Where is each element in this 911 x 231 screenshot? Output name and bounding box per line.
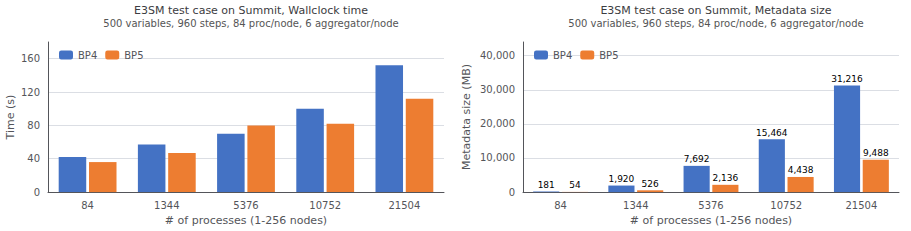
svg-text:10752: 10752	[309, 200, 341, 211]
svg-text:0: 0	[509, 187, 515, 198]
svg-text:120: 120	[21, 87, 40, 98]
svg-text:84: 84	[554, 200, 567, 211]
svg-text:30,000: 30,000	[480, 84, 515, 95]
svg-text:20,000: 20,000	[480, 118, 515, 129]
svg-text:80: 80	[27, 120, 40, 131]
svg-text:2,136: 2,136	[712, 173, 738, 183]
svg-text:Time (s): Time (s)	[4, 95, 17, 141]
svg-text:84: 84	[81, 200, 94, 211]
svg-text:500 variables, 960 steps, 84 p: 500 variables, 960 steps, 84 proc/node, …	[103, 18, 398, 29]
svg-text:BP5: BP5	[124, 50, 143, 61]
svg-text:BP4: BP4	[553, 50, 572, 61]
svg-text:7,692: 7,692	[684, 154, 710, 164]
svg-text:10,000: 10,000	[480, 152, 515, 163]
svg-text:1344: 1344	[623, 200, 648, 211]
svg-text:31,216: 31,216	[831, 74, 863, 84]
svg-text:40: 40	[27, 153, 40, 164]
svg-text:1,920: 1,920	[609, 174, 635, 184]
svg-text:500 variables, 960 steps, 84 p: 500 variables, 960 steps, 84 proc/node, …	[568, 18, 863, 29]
svg-text:1344: 1344	[154, 200, 179, 211]
svg-text:BP5: BP5	[599, 50, 618, 61]
svg-text:BP4: BP4	[78, 50, 97, 61]
svg-text:Metadata size (MB): Metadata size (MB)	[460, 64, 473, 170]
svg-text:# of processes (1-256 nodes): # of processes (1-256 nodes)	[630, 214, 792, 227]
svg-text:160: 160	[21, 53, 40, 64]
svg-text:# of processes (1-256 nodes): # of processes (1-256 nodes)	[165, 214, 327, 227]
svg-text:5376: 5376	[233, 200, 258, 211]
svg-text:0: 0	[34, 187, 40, 198]
svg-text:9,488: 9,488	[863, 148, 889, 158]
svg-text:526: 526	[642, 179, 659, 189]
svg-text:40,000: 40,000	[480, 50, 515, 61]
svg-text:E3SM test case on Summit, Meta: E3SM test case on Summit, Metadata size	[600, 4, 831, 17]
svg-text:21504: 21504	[388, 200, 420, 211]
svg-text:15,464: 15,464	[756, 128, 788, 138]
svg-text:10752: 10752	[770, 200, 802, 211]
svg-text:21504: 21504	[845, 200, 877, 211]
svg-text:5376: 5376	[698, 200, 723, 211]
svg-text:181: 181	[538, 180, 555, 190]
svg-text:54: 54	[569, 180, 581, 190]
svg-text:E3SM test case on Summit, Wall: E3SM test case on Summit, Wallclock time	[134, 4, 368, 17]
svg-text:4,438: 4,438	[788, 165, 814, 175]
